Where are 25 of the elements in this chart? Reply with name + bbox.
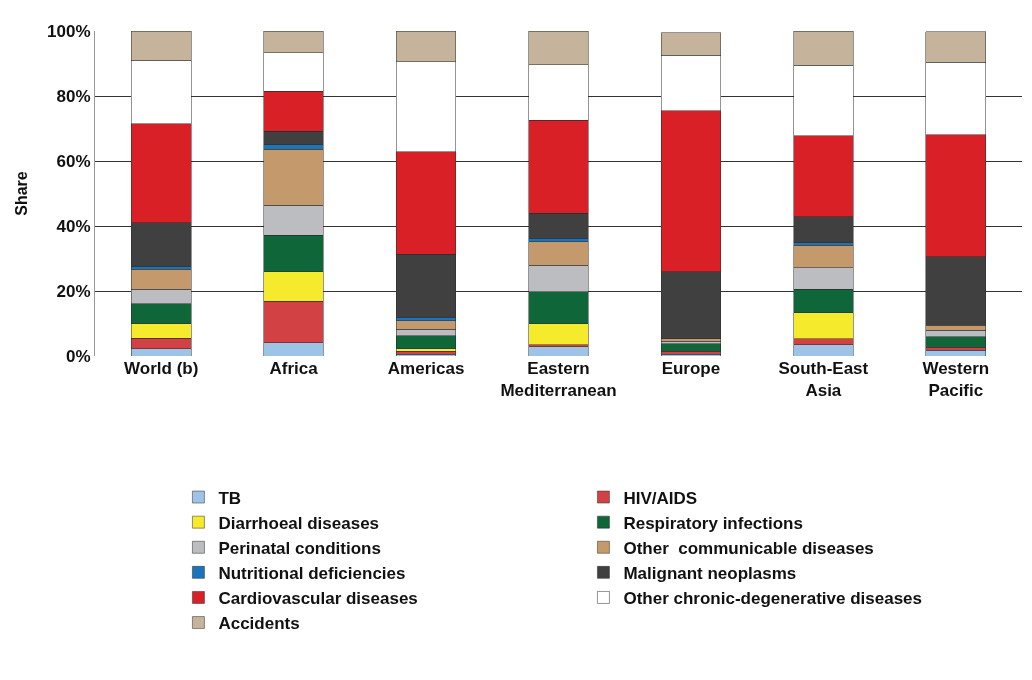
x-tick-label: World (b) <box>124 359 199 378</box>
x-tick-label: Europe <box>661 359 721 378</box>
legend-label: Diarrhoeal diseases <box>218 513 380 533</box>
legend-label: HIV/AIDS <box>623 488 698 508</box>
y-tick-label: 60% <box>56 151 91 171</box>
x-tick-label: Eastern Mediterranean <box>500 359 617 401</box>
x-tick-label: South-East Asia <box>778 359 869 401</box>
legend-label: Nutritional deficiencies <box>218 563 406 583</box>
y-tick-label: 0% <box>66 346 91 366</box>
y-tick-label: 80% <box>56 86 91 106</box>
y-axis-title: Share <box>13 171 31 216</box>
x-tick-label: Africa <box>269 359 319 378</box>
legend-label: Respiratory infections <box>623 513 803 533</box>
y-tick-label: 20% <box>56 281 91 301</box>
x-tick-label: Western Pacific <box>922 359 990 401</box>
legend-label: Other chronic-degenerative diseases <box>623 589 922 609</box>
legend-label: Accidents <box>218 614 300 634</box>
y-tick-label: 40% <box>56 216 91 236</box>
y-tick-label: 100% <box>47 21 91 41</box>
legend-label: TB <box>218 488 242 508</box>
legend-label: Other communicable diseases <box>623 538 874 558</box>
legend-label: Cardiovascular diseases <box>218 589 418 609</box>
x-tick-label: Americas <box>387 359 465 378</box>
legend-label: Perinatal conditions <box>218 538 381 558</box>
legend-label: Malignant neoplasms <box>623 563 797 583</box>
